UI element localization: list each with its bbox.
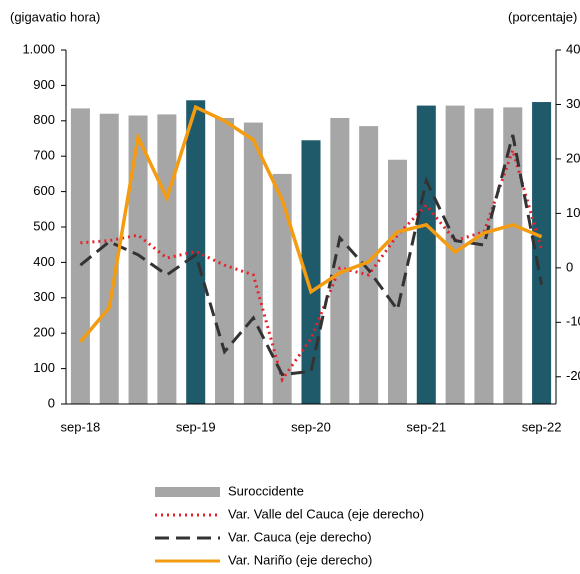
y2-axis-label: (porcentaje)	[508, 9, 577, 24]
x-tick-label: sep-18	[61, 419, 101, 434]
y2-tick-label: 20	[566, 150, 580, 165]
bar	[157, 114, 177, 404]
bar	[272, 173, 292, 404]
bar	[532, 102, 552, 405]
bar	[445, 105, 465, 404]
x-tick-label: sep-20	[291, 419, 331, 434]
bar	[128, 115, 148, 405]
x-tick-label: sep-19	[176, 419, 216, 434]
legend-label: Var. Cauca (eje derecho)	[228, 529, 372, 544]
y-tick-label: 500	[33, 218, 55, 233]
bar	[416, 105, 436, 404]
y-tick-label: 1.000	[22, 41, 55, 56]
bar	[387, 159, 407, 404]
x-tick-label: sep-22	[522, 419, 562, 434]
bar	[474, 108, 494, 404]
legend-label: Suroccidente	[228, 483, 304, 498]
y-tick-label: 400	[33, 254, 55, 269]
y-tick-label: 100	[33, 360, 55, 375]
legend-swatch	[155, 487, 220, 497]
y2-tick-label: 10	[566, 205, 580, 220]
y-axis-label: (gigavatio hora)	[10, 9, 100, 24]
bar	[301, 140, 321, 404]
y-tick-label: 700	[33, 148, 55, 163]
legend-label: Var. Nariño (eje derecho)	[228, 552, 372, 567]
y-tick-label: 600	[33, 183, 55, 198]
line	[79, 134, 544, 377]
x-tick-label: sep-21	[406, 419, 446, 434]
bar	[503, 107, 523, 405]
bar	[215, 117, 235, 404]
bar	[99, 113, 119, 404]
bar	[359, 126, 379, 405]
y-tick-label: 0	[48, 395, 55, 410]
y-tick-label: 200	[33, 325, 55, 340]
y2-tick-label: 40	[566, 41, 580, 56]
y2-tick-label: -20	[566, 368, 580, 383]
y-tick-label: 800	[33, 112, 55, 127]
y2-tick-label: 0	[566, 259, 573, 274]
line	[79, 104, 543, 344]
bar	[330, 117, 350, 404]
y-tick-label: 300	[33, 289, 55, 304]
bar	[186, 100, 206, 404]
legend-label: Var. Valle del Cauca (eje derecho)	[228, 506, 424, 521]
y-tick-label: 900	[33, 77, 55, 92]
bar	[243, 122, 263, 404]
y2-tick-label: 30	[566, 96, 580, 111]
y2-tick-label: -10	[566, 314, 580, 329]
bar	[70, 108, 90, 404]
